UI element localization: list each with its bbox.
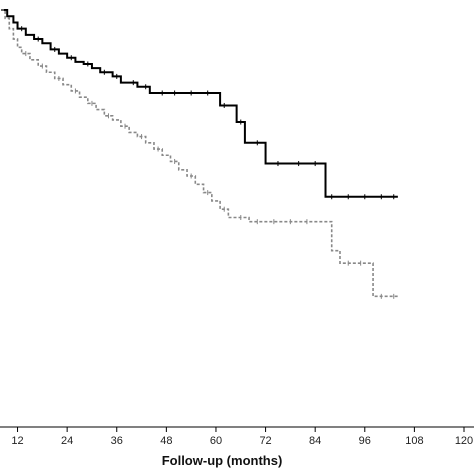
x-tick-label: 84	[309, 435, 321, 447]
x-tick-label: 48	[160, 435, 172, 447]
x-tick-label: 60	[210, 435, 222, 447]
series-line	[1, 9, 398, 198]
x-tick-label: 96	[359, 435, 371, 447]
plot-area	[1, 9, 398, 299]
series-dashed	[1, 9, 398, 299]
x-tick-label: 120	[455, 435, 473, 447]
x-tick-label: 108	[405, 435, 423, 447]
x-tick-label: 24	[61, 435, 73, 447]
series-solid	[1, 9, 398, 200]
x-tick-label: 12	[11, 435, 23, 447]
x-axis-ticks: 12 24 36 48 60 72 84 96 108 120	[11, 427, 473, 447]
x-axis-title: Follow-up (months)	[162, 453, 283, 468]
x-tick-label: 72	[259, 435, 271, 447]
x-tick-label: 36	[111, 435, 123, 447]
